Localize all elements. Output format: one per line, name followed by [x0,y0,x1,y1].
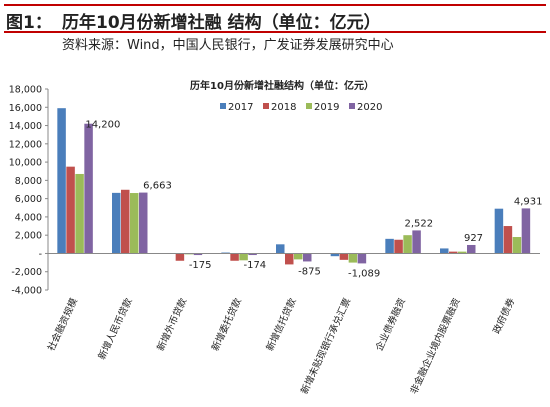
bar-2017 [385,238,394,254]
bar-2018 [339,253,349,260]
y-tick-label: 16,000 [9,103,42,114]
y-tick-label: -4,000 [11,286,42,297]
x-axis: 社会融资规模 新增人民币贷款 新增外币贷款 新增委托贷款 新增信托贷款 新增未贴现银行承兑… [45,252,540,396]
bar-2017 [494,208,504,254]
data-label: -174 [243,260,266,271]
x-category-label: 新增人民币贷款 [96,296,135,362]
bar-2019 [75,173,84,254]
bar-2020 [139,192,148,254]
data-label: -875 [298,266,321,277]
figure-title: 历年10月份新增社融 结构（单位：亿元） [62,13,381,33]
bar-2018 [230,253,239,261]
y-tick-label: -2,000 [11,267,42,278]
bar-2020 [412,230,421,254]
x-category-label: 政府债券 [490,296,517,336]
legend-label-2019: 2019 [314,102,339,113]
chart-title: 历年10月份新增社融结构（单位：亿元） [190,79,374,92]
y-tick-label: 12,000 [9,139,42,150]
bar-2018 [449,251,458,254]
bar-2020 [467,244,476,254]
bar-2019 [512,237,522,254]
bar-2018 [503,226,513,254]
legend-label-2020: 2020 [357,102,382,113]
x-category-label: 新增外币贷款 [154,296,189,353]
legend-swatch-2017 [220,103,226,109]
bar-series-group [57,108,531,265]
y-tick-label: 14,000 [9,121,42,132]
legend-label-2018: 2018 [271,102,296,113]
y-tick-label: 18,000 [9,85,42,96]
bar-2019 [348,253,358,263]
legend-swatch-2019 [306,103,312,109]
y-tick-label: 2,000 [15,231,42,242]
bar-2017 [330,253,340,257]
bar-2019 [403,235,412,254]
data-label: 2,522 [405,218,434,229]
legend-swatch-2020 [349,103,355,109]
x-category-label: 社会融资规模 [45,296,80,353]
bar-2017 [57,108,66,254]
y-tick-label: - [39,249,42,260]
bar-2020 [521,208,531,254]
figure-label: 图1： [6,13,52,33]
y-tick-label: 10,000 [9,158,42,169]
bar-2018 [66,166,75,254]
x-category-label: 新增未贴现银行承兑汇票 [298,296,353,396]
y-tick-label: 4,000 [15,212,42,223]
y-tick-label: 8,000 [15,176,42,187]
x-category-label: 非金融企业境内股票融资 [408,296,463,396]
data-label: 6,663 [143,181,172,192]
chart-legend: 2017 2018 2019 2020 [220,102,382,113]
bar-2019 [130,193,139,254]
bar-2019 [458,251,467,254]
bar-chart: 历年10月份新增社融结构（单位：亿元） 2017 2018 2019 2020 18,… [9,79,543,396]
bar-2017 [276,244,285,254]
bar-2018 [175,253,185,261]
bar-2020 [193,253,203,256]
bar-2019 [294,253,303,260]
data-label: 14,200 [85,120,120,131]
source-note: 资料来源：Wind，中国人民银行，广发证券发展研究中心 [62,38,394,53]
title-rule [4,31,546,33]
bar-2017 [112,192,121,254]
bar-2019 [239,253,248,261]
x-category-label: 新增委托贷款 [209,296,244,353]
bar-2020 [357,253,367,264]
bar-2020 [303,253,312,262]
legend-swatch-2018 [263,103,269,109]
x-category-label: 企业债券融资 [373,296,408,353]
top-rule [4,4,546,6]
bar-2018 [285,253,294,265]
y-tick-label: 6,000 [15,194,42,205]
bar-2020 [248,253,257,256]
data-label: -1,089 [348,268,380,279]
bar-2020 [84,123,93,254]
bar-2018 [121,189,130,254]
legend-label-2017: 2017 [228,102,253,113]
data-label: 927 [464,233,483,244]
x-category-label: 新增信托贷款 [264,296,299,353]
bar-2018 [394,239,403,254]
data-label: -175 [189,260,212,271]
data-label: 4,931 [514,196,543,207]
data-label-group: 14,200 6,663 -175 -174 -875 -1,089 2,522 927 4,9… [85,120,542,280]
y-axis: 18,000 16,000 14,000 12,000 10,000 8,000 6,000… [9,85,49,297]
bar-2017 [440,248,449,254]
